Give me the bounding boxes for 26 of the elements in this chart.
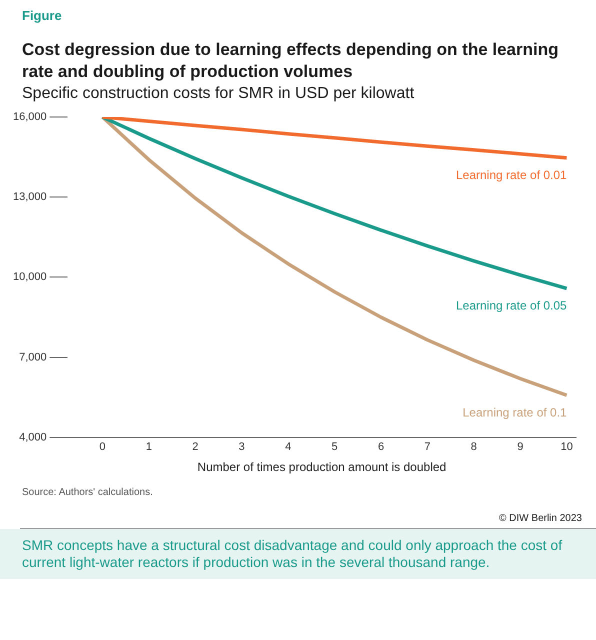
- series-label: Learning rate of 0.1: [462, 406, 568, 420]
- x-tick-label: 1: [146, 441, 152, 454]
- text: Figure: [21, 7, 63, 23]
- text: © DIW Berlin 2023: [20, 513, 596, 529]
- text: SMR concepts have a structural cost disadvantage and could only approach the cost of current light-water reactors if production was in the several thousand range.: [0, 529, 596, 579]
- source-note: Source: Authors' calculations.: [21, 486, 154, 500]
- chart-title: Cost degression due to learning effects depending on the learning rate and doubling of production volumes: [21, 39, 560, 83]
- y-tick-label: 16,000: [12, 111, 47, 124]
- chart-subtitle: Specific construction costs for SMR in USD per kilowatt: [21, 84, 416, 103]
- y-tick-label: 13,000: [12, 191, 47, 204]
- x-tick-label: 2: [192, 441, 198, 454]
- x-axis-title: Number of times production amount is doubled: [197, 460, 446, 474]
- y-tick-label: 10,000: [12, 271, 47, 284]
- x-tick-label: 9: [517, 441, 524, 454]
- x-tick-label: 3: [238, 441, 245, 454]
- x-tick-label: 4: [285, 441, 292, 454]
- series-label: Learning rate of 0.01: [456, 168, 568, 182]
- x-tick-label: 7: [424, 441, 430, 454]
- x-tick-label: 8: [470, 441, 477, 454]
- series-label: Learning rate of 0.05: [456, 298, 568, 313]
- x-tick-label: 6: [378, 441, 384, 454]
- x-tick-label: 5: [332, 441, 338, 454]
- x-tick-label: 10: [560, 441, 573, 454]
- x-tick-label: 0: [99, 441, 106, 454]
- y-tick-label: 4,000: [19, 431, 47, 444]
- y-tick-label: 7,000: [19, 351, 47, 364]
